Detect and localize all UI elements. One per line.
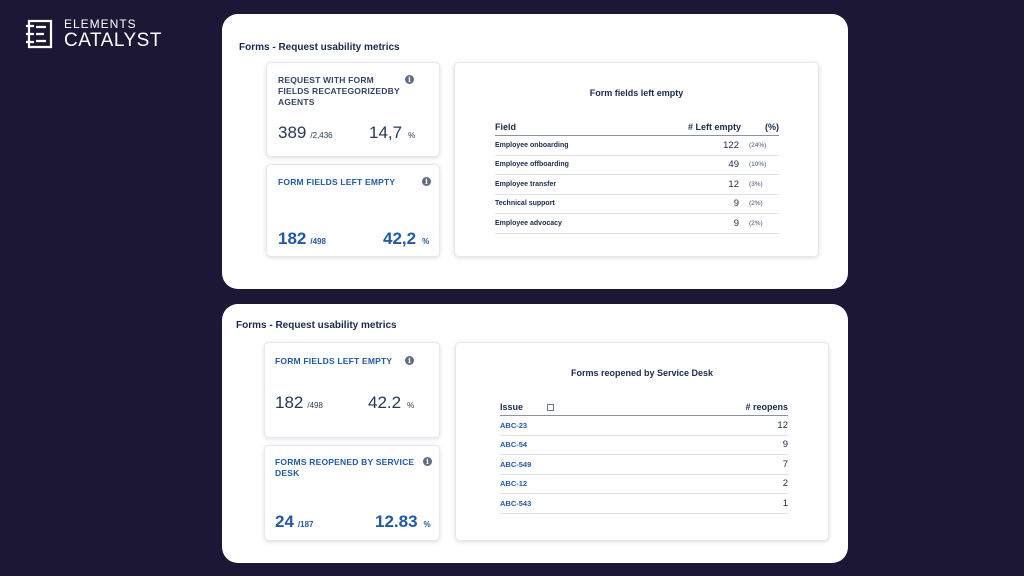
table-title: Forms reopened by Service Desk [570,368,714,378]
issue-link[interactable]: ABC-54 [500,440,528,450]
info-icon[interactable]: i [405,75,414,84]
column-header-issue: Issue [500,402,524,412]
table-row[interactable]: Employee offboarding 49 (10%) [495,156,779,175]
reopened-forms-table: Issue # reopens ABC-23 12 ABC-54 9 ABC-5… [500,400,788,514]
percent-value: 42,2 [383,229,417,248]
column-header-reopens: # reopens [745,402,788,412]
table-body: ABC-23 12 ABC-54 9 ABC-549 7 ABC-12 2 AB… [500,416,788,514]
stat-value: 24 [275,512,294,531]
field-name: Employee offboarding [495,161,569,169]
stat-percent: 42,2 % [383,229,429,249]
brand-logo: ELEMENTS CATALYST [24,18,162,50]
percent-unit: % [408,131,416,140]
empty-fields-card[interactable]: FORM FIELDS LEFT EMPTY i 182 /498 42,2 % [266,164,440,257]
card-title: FORM FIELDS LEFT EMPTY [275,356,393,366]
empty-fields-table-card: Form fields left empty Field # Left empt… [454,62,819,257]
panel-title: Forms - Request usability metrics [236,320,397,331]
reopen-count: 7 [782,458,788,470]
column-header-left-empty: # Left empty [687,122,741,132]
table-row[interactable]: Employee onboarding 122 (24%) [495,136,779,156]
table-row[interactable]: Employee advocacy 9 (2%) [495,214,779,234]
stat-percent: 42.2 % [368,393,414,413]
table-body: Employee onboarding 122 (24%) Employee o… [495,136,779,234]
reopened-forms-card[interactable]: FORMS REOPENED BY SERVICE DESK i 24 /187… [264,445,440,541]
table-row[interactable]: Technical support 9 (2%) [495,195,779,214]
table-row[interactable]: ABC-23 12 [500,416,788,436]
percent-unit: % [422,237,430,246]
card-title: FORMS REOPENED BY SERVICE DESK [275,457,415,478]
empty-fields-card[interactable]: FORM FIELDS LEFT EMPTY i 182 /498 42.2 % [264,342,440,438]
reopen-count: 2 [782,478,788,490]
left-empty-count: 49 [728,159,739,171]
card-title: REQUEST WITH FORM FIELDS RECATEGORIZEDBY… [278,75,400,107]
stat-total: /2,436 [310,131,333,140]
percent-unit: % [407,401,415,410]
column-header-field: Field [495,122,517,132]
percent-value: 42.2 [368,393,402,412]
table-row[interactable]: ABC-12 2 [500,475,788,494]
table-row[interactable]: ABC-54 9 [500,436,788,455]
stat-percent: 12.83 % [375,512,431,532]
info-icon[interactable]: i [405,356,414,365]
issue-link[interactable]: ABC-12 [500,479,528,489]
elements-logo-icon [26,19,53,49]
stat-value: 182 [278,229,307,248]
stat-total: /498 [307,401,323,410]
info-icon[interactable]: i [422,177,431,186]
stat-value: 389 [278,123,307,142]
field-name: Employee onboarding [495,141,569,149]
metrics-panel-bottom: Forms - Request usability metrics FORM F… [222,304,848,563]
left-empty-percent: (10%) [749,161,767,169]
reopen-count: 9 [782,439,788,451]
external-link-icon[interactable] [547,404,555,411]
recategorized-requests-card[interactable]: REQUEST WITH FORM FIELDS RECATEGORIZEDBY… [266,62,440,157]
left-empty-count: 12 [728,178,739,190]
left-empty-percent: (24%) [749,141,767,149]
field-name: Employee transfer [495,180,557,188]
percent-value: 14,7 [369,123,403,142]
stat-count: 389 /2,436 [278,123,333,143]
logo-text-top: ELEMENTS [64,17,137,31]
left-empty-percent: (3%) [749,180,763,188]
left-empty-percent: (2%) [749,219,763,227]
reopen-count: 1 [782,497,788,509]
empty-fields-table: Field # Left empty (%) Employee onboardi… [495,120,779,234]
stat-count: 182 /498 [275,393,323,413]
table-header: Field # Left empty (%) [495,120,779,136]
table-row[interactable]: ABC-543 1 [500,494,788,514]
logo-text: ELEMENTS CATALYST [64,18,162,50]
field-name: Employee advocacy [495,219,562,227]
issue-link[interactable]: ABC-549 [500,459,532,469]
left-empty-count: 9 [733,217,739,229]
left-empty-percent: (2%) [749,200,763,208]
left-empty-count: 122 [723,139,739,151]
reopened-forms-table-card: Forms reopened by Service Desk Issue # r… [455,342,829,541]
table-header: Issue # reopens [500,400,788,416]
left-empty-count: 9 [733,198,739,210]
logo-text-bottom: CATALYST [64,30,162,51]
table-title: Form fields left empty [589,88,684,98]
stat-total: /498 [310,237,326,246]
column-header-issue-wrap: Issue [500,402,650,412]
panel-title: Forms - Request usability metrics [239,42,400,53]
stat-total: /187 [297,520,314,529]
issue-link[interactable]: ABC-543 [500,498,532,508]
stat-count: 182 /498 [278,229,326,249]
info-icon[interactable]: i [423,457,432,466]
field-name: Technical support [495,200,555,208]
card-title: FORM FIELDS LEFT EMPTY [278,177,396,187]
percent-value: 12.83 [375,512,418,531]
stat-percent: 14,7 % [369,123,415,143]
stat-value: 182 [275,393,304,412]
table-row[interactable]: ABC-549 7 [500,455,788,475]
reopen-count: 12 [777,419,788,431]
table-row[interactable]: Employee transfer 12 (3%) [495,175,779,195]
percent-unit: % [423,520,431,529]
stat-count: 24 /187 [275,512,314,532]
column-header-percent: (%) [765,122,779,132]
issue-link[interactable]: ABC-23 [500,420,528,430]
metrics-panel-top: Forms - Request usability metrics REQUES… [222,14,848,289]
